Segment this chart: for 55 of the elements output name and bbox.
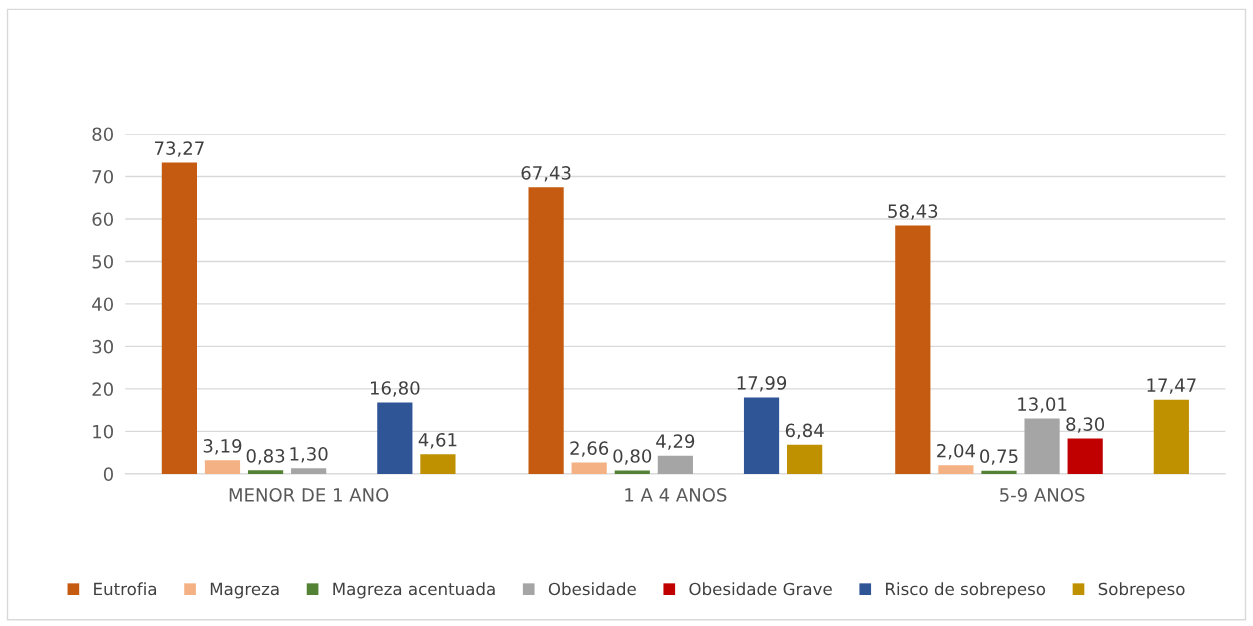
bar [291, 468, 327, 474]
data-label: 13,01 [1018, 397, 1067, 413]
data-label: 2,66 [570, 441, 609, 457]
y-tick-label: 30 [92, 339, 113, 354]
bar [787, 444, 823, 474]
x-tick-label: MENOR DE 1 ANO [229, 488, 389, 502]
data-label: 4,61 [418, 432, 457, 449]
data-label: 6,84 [785, 423, 824, 439]
data-label: 1,30 [290, 447, 328, 463]
data-label: 2,04 [937, 443, 975, 460]
bar [1067, 438, 1103, 474]
bar [571, 462, 607, 474]
legend-label: Eutrofia [94, 582, 157, 596]
bar [1153, 399, 1189, 474]
y-tick-label: 40 [92, 297, 113, 312]
data-label: 17,47 [1147, 378, 1196, 394]
bar [420, 454, 456, 474]
bar [895, 225, 931, 474]
bar [657, 455, 693, 474]
legend-label: Obesidade [548, 582, 636, 596]
legend-label: Obesidade Grave [689, 582, 832, 596]
y-tick-label: 60 [92, 212, 113, 227]
data-label: 73,27 [155, 141, 204, 157]
legend-label: Magreza acentuada [333, 582, 495, 599]
data-label: 3,19 [203, 439, 242, 455]
data-label: 16,80 [370, 381, 420, 397]
data-label: 58,43 [888, 204, 938, 220]
y-tick-label: 80 [92, 127, 113, 142]
bar [1024, 418, 1060, 474]
y-tick-label: 50 [92, 254, 113, 269]
y-tick-label: 70 [92, 169, 113, 184]
bar [247, 470, 284, 474]
bar [981, 470, 1017, 474]
x-tick-label: 1 A 4 ANOS [625, 488, 727, 502]
legend-label: Sobrepeso [1098, 582, 1185, 599]
legend-label: Risco de sobrepeso [886, 582, 1046, 599]
legend-label: Magreza [210, 582, 279, 599]
data-label: 0,83 [246, 449, 285, 465]
bar [938, 465, 974, 474]
data-label: 67,43 [521, 166, 571, 182]
y-tick-label: 0 [103, 467, 113, 481]
bar [743, 397, 780, 474]
data-label: 17,99 [737, 376, 787, 392]
bar [528, 187, 564, 474]
bar [377, 402, 413, 474]
bar [161, 162, 197, 474]
data-label: 8,30 [1066, 417, 1105, 433]
data-label: 4,29 [656, 434, 695, 450]
bar [204, 460, 241, 474]
bar [614, 470, 650, 474]
data-label: 0,75 [980, 449, 1018, 465]
y-tick-label: 10 [93, 424, 113, 439]
x-tick-label: 5-9 ANOS [1000, 488, 1085, 502]
data-label: 0,80 [613, 449, 652, 465]
y-tick-label: 20 [92, 382, 113, 397]
